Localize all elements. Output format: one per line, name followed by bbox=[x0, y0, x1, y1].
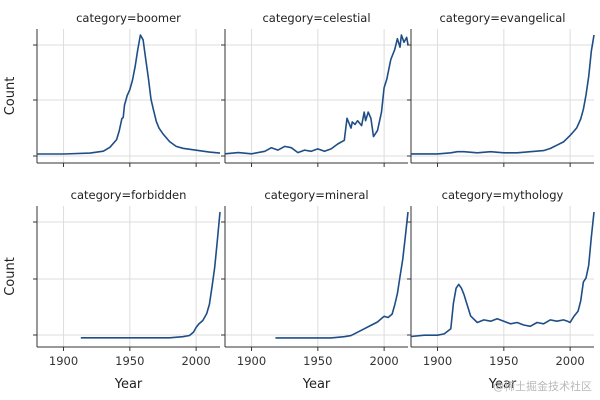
facet-panel: category=evangelical bbox=[407, 11, 595, 167]
series-line bbox=[80, 211, 221, 339]
x-tick-label: 2000 bbox=[555, 354, 584, 368]
facet-panel: category=forbidden 1900 1950 2000 Year Count bbox=[3, 188, 221, 392]
series-line bbox=[224, 34, 409, 155]
facet-title: category=forbidden bbox=[71, 188, 187, 202]
facet-title: category=boomer bbox=[76, 11, 181, 25]
x-axis-label: Year bbox=[114, 377, 143, 392]
x-axis-label: Year bbox=[302, 377, 331, 392]
x-tick-label: 2000 bbox=[369, 354, 398, 368]
series-line bbox=[275, 211, 409, 339]
series-line bbox=[37, 34, 221, 155]
x-tick-label: 1900 bbox=[49, 354, 78, 368]
y-axis-label: Count bbox=[3, 77, 18, 116]
x-tick-label: 1950 bbox=[303, 354, 332, 368]
facet-panel: category=mineral 1900 1950 2000 Year bbox=[221, 188, 409, 392]
x-tick-label: 1950 bbox=[489, 354, 518, 368]
facet-title: category=celestial bbox=[262, 11, 370, 25]
x-tick-label: 1900 bbox=[423, 354, 452, 368]
facet-panel: category=boomer Count bbox=[3, 11, 221, 167]
x-tick-label: 2000 bbox=[181, 354, 210, 368]
x-tick-label: 1950 bbox=[115, 354, 144, 368]
facet-panel: category=celestial bbox=[221, 11, 409, 167]
facet-panel: category=mythology 1900 1950 2000 Year bbox=[407, 188, 595, 392]
watermark: @稀土掘金技术社区 bbox=[493, 380, 592, 393]
x-tick-label: 1900 bbox=[237, 354, 266, 368]
y-axis-label: Count bbox=[3, 257, 18, 296]
facet-title: category=mythology bbox=[442, 188, 564, 202]
facet-title: category=evangelical bbox=[439, 11, 565, 25]
series-line bbox=[411, 34, 595, 155]
x-axis-label: Year bbox=[488, 377, 517, 392]
series-line bbox=[410, 211, 595, 338]
facet-title: category=mineral bbox=[264, 188, 368, 202]
